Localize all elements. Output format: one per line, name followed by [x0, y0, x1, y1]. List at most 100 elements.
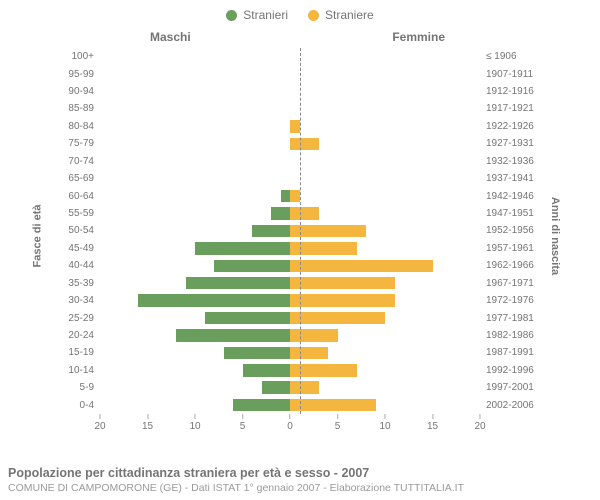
birth-year-label: 1992-1996: [480, 365, 535, 376]
bar-male: [214, 260, 290, 273]
pyramid-row: 60-64 1942-1946: [60, 187, 535, 204]
bar-zone: [100, 170, 480, 187]
age-label: 10-14: [60, 365, 100, 376]
bar-female: [290, 347, 328, 360]
bar-zone: [100, 205, 480, 222]
x-tick: 15: [142, 414, 153, 432]
pyramid-row: 10-14 1992-1996: [60, 362, 535, 379]
birth-year-label: 1987-1991: [480, 347, 535, 358]
bar-zone: [100, 222, 480, 239]
bar-male: [224, 347, 291, 360]
bar-zone: [100, 396, 480, 413]
legend-swatch-female: [308, 10, 319, 21]
bar-female: [290, 399, 376, 412]
x-tick: 10: [379, 414, 390, 432]
bar-zone: [100, 153, 480, 170]
bar-female: [290, 225, 366, 238]
bar-female: [290, 138, 319, 151]
bar-zone: [100, 118, 480, 135]
legend-swatch-male: [226, 10, 237, 21]
bar-male: [176, 329, 290, 342]
bar-female: [290, 120, 300, 133]
birth-year-label: 1947-1951: [480, 208, 535, 219]
birth-year-label: 1972-1976: [480, 295, 535, 306]
x-tick: 20: [94, 414, 105, 432]
age-label: 85-89: [60, 103, 100, 114]
bar-zone: [100, 135, 480, 152]
bar-male: [252, 225, 290, 238]
bar-female: [290, 294, 395, 307]
bar-female: [290, 329, 338, 342]
birth-year-label: 1922-1926: [480, 121, 535, 132]
rows-container: 100+≤ 190695-991907-191190-941912-191685…: [60, 48, 535, 414]
birth-year-label: 1997-2001: [480, 382, 535, 393]
chart-title: Popolazione per cittadinanza straniera p…: [8, 466, 592, 480]
pyramid-row: 65-69 1937-1941: [60, 170, 535, 187]
birth-year-label: 1942-1946: [480, 191, 535, 202]
birth-year-label: 1962-1966: [480, 260, 535, 271]
bar-male: [195, 242, 290, 255]
column-header-female: Femmine: [392, 30, 445, 44]
pyramid-row: 5-91997-2001: [60, 379, 535, 396]
pyramid-row: 25-291977-1981: [60, 309, 535, 326]
age-label: 90-94: [60, 86, 100, 97]
x-axis: 201510505101520: [100, 414, 480, 434]
age-label: 60-64: [60, 191, 100, 202]
age-label: 70-74: [60, 156, 100, 167]
birth-year-label: 1927-1931: [480, 138, 535, 149]
birth-year-label: 1907-1911: [480, 69, 535, 80]
pyramid-row: 50-54 1952-1956: [60, 222, 535, 239]
birth-year-label: 2002-2006: [480, 400, 535, 411]
pyramid-row: 70-74 1932-1936: [60, 153, 535, 170]
age-label: 65-69: [60, 173, 100, 184]
x-tick: 15: [427, 414, 438, 432]
age-label: 80-84: [60, 121, 100, 132]
x-tick: 5: [240, 414, 246, 432]
column-header-male: Maschi: [150, 30, 191, 44]
legend-item-female: Straniere: [308, 8, 374, 22]
bar-zone: [100, 379, 480, 396]
bar-female: [290, 260, 433, 273]
x-tick: 0: [287, 414, 293, 432]
pyramid-row: 0-42002-2006: [60, 396, 535, 413]
pyramid-row: 40-441962-1966: [60, 257, 535, 274]
pyramid-row: 100+≤ 1906: [60, 48, 535, 65]
bar-zone: [100, 65, 480, 82]
birth-year-label: 1932-1936: [480, 156, 535, 167]
bar-male: [233, 399, 290, 412]
chart-subtitle: COMUNE DI CAMPOMORONE (GE) - Dati ISTAT …: [8, 482, 592, 494]
bar-zone: [100, 344, 480, 361]
birth-year-label: 1982-1986: [480, 330, 535, 341]
age-label: 100+: [60, 51, 100, 62]
bar-female: [290, 190, 300, 203]
x-tick: 10: [189, 414, 200, 432]
birth-year-label: 1937-1941: [480, 173, 535, 184]
age-label: 20-24: [60, 330, 100, 341]
age-label: 50-54: [60, 225, 100, 236]
age-label: 30-34: [60, 295, 100, 306]
legend-item-male: Stranieri: [226, 8, 288, 22]
pyramid-row: 80-84 1922-1926: [60, 118, 535, 135]
x-tick: 20: [474, 414, 485, 432]
bar-male: [281, 190, 291, 203]
pyramid-row: 85-89 1917-1921: [60, 100, 535, 117]
birth-year-label: 1952-1956: [480, 225, 535, 236]
pyramid-row: 55-591947-1951: [60, 205, 535, 222]
pyramid-row: 15-19 1987-1991: [60, 344, 535, 361]
age-label: 15-19: [60, 347, 100, 358]
birth-year-label: 1917-1921: [480, 103, 535, 114]
birth-year-label: 1912-1916: [480, 86, 535, 97]
bar-female: [290, 277, 395, 290]
bar-female: [290, 207, 319, 220]
bar-zone: [100, 362, 480, 379]
x-tick: 5: [335, 414, 341, 432]
bar-male: [138, 294, 290, 307]
chart-container: Stranieri Straniere Maschi Femmine Fasce…: [0, 0, 600, 500]
pyramid-row: 45-491957-1961: [60, 240, 535, 257]
yaxis-title-right: Anni di nascita: [549, 197, 561, 275]
age-label: 35-39: [60, 278, 100, 289]
age-label: 25-29: [60, 313, 100, 324]
legend-label-male: Stranieri: [243, 8, 288, 22]
center-line: [300, 48, 301, 414]
legend-label-female: Straniere: [325, 8, 374, 22]
